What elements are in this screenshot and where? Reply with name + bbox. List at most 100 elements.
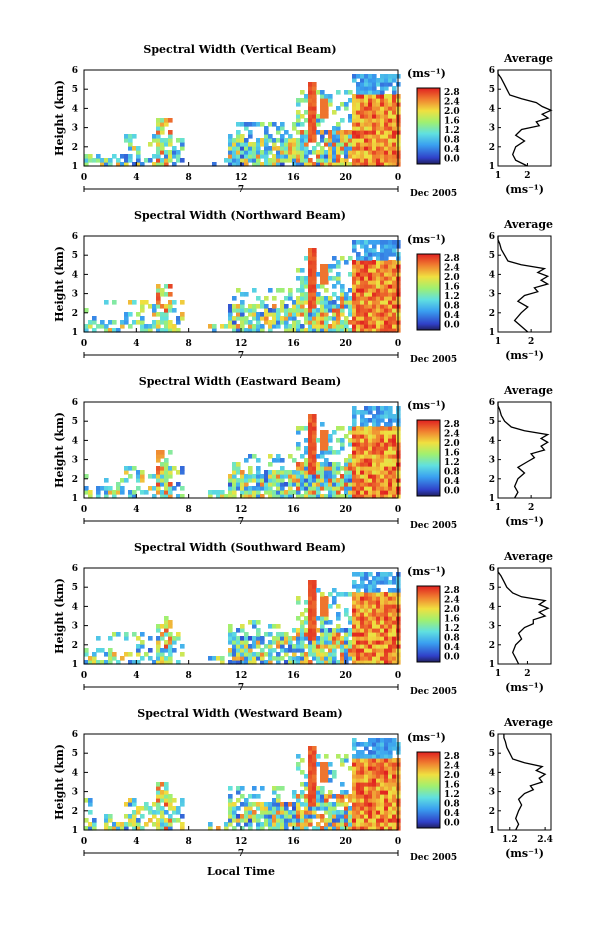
heatmap-cell (324, 628, 329, 633)
heatmap-cell (164, 458, 169, 463)
heatmap-cell (300, 138, 305, 143)
heatmap-cell (164, 150, 169, 155)
heatmap-cell (260, 636, 265, 641)
heatmap-cell (388, 758, 393, 763)
heatmap-cell (276, 826, 281, 831)
heatmap-cell (308, 478, 313, 483)
heatmap-cell (160, 648, 165, 653)
heatmap-cell (384, 798, 389, 803)
heatmap-cell (296, 142, 301, 147)
heatmap-cell (388, 134, 393, 139)
heatmap-cell (388, 158, 393, 163)
heatmap-cell (352, 798, 357, 803)
heatmap-cell (336, 494, 341, 499)
heatmap-cell (316, 806, 321, 811)
heatmap-cell (300, 462, 305, 467)
heatmap-cell (376, 260, 381, 265)
heatmap-cell (356, 604, 361, 609)
heatmap-cell (308, 312, 313, 317)
heatmap-cell (336, 304, 341, 309)
heatmap-cell (392, 300, 397, 305)
heatmap-cell (280, 458, 285, 463)
heatmap-cell (356, 572, 361, 577)
heatmap-cell (352, 754, 357, 759)
heatmap-cell (316, 652, 321, 657)
x-tick-label: 4 (133, 505, 139, 515)
heatmap-cell (140, 316, 145, 321)
heatmap-cell (156, 826, 161, 831)
heatmap-cell (352, 130, 357, 135)
heatmap-cell (256, 826, 261, 831)
heatmap-cell (296, 648, 301, 653)
heatmap-cell (320, 790, 325, 795)
heatmap-cell (344, 162, 349, 167)
panel-title: Spectral Width (Eastward Beam) (139, 375, 341, 388)
heatmap-cell (296, 640, 301, 645)
heatmap-cell (380, 316, 385, 321)
heatmap-cell (324, 608, 329, 613)
heatmap-cell (312, 806, 317, 811)
y-axis-label: Height (km) (53, 744, 66, 820)
heatmap-cell (140, 324, 145, 329)
heatmap-cell (344, 470, 349, 475)
heatmap-cell (280, 810, 285, 815)
heatmap-cell (336, 426, 341, 431)
heatmap-cell (228, 308, 233, 313)
heatmap-cell (364, 288, 369, 293)
heatmap-cell (368, 632, 373, 637)
heatmap-cell (376, 122, 381, 127)
heatmap-cell (296, 288, 301, 293)
heatmap-cell (308, 770, 313, 775)
heatmap-cell (144, 328, 149, 333)
heatmap-cell (304, 320, 309, 325)
heatmap-cell (380, 328, 385, 333)
heatmap-cell (256, 138, 261, 143)
heatmap-cell (84, 486, 89, 491)
heatmap-cell (300, 758, 305, 763)
heatmap-cell (320, 486, 325, 491)
heatmap-cell (356, 410, 361, 415)
heatmap-cell (136, 146, 141, 151)
heatmap-cell (104, 490, 109, 495)
heatmap (84, 572, 401, 665)
heatmap-cell (124, 802, 129, 807)
y-tick-label: 6 (72, 66, 78, 76)
heatmap-cell (264, 134, 269, 139)
heatmap-cell (300, 162, 305, 167)
heatmap-cell (376, 616, 381, 621)
average-title: Average (503, 550, 553, 563)
heatmap-cell (256, 304, 261, 309)
heatmap-cell (304, 810, 309, 815)
heatmap-cell (380, 790, 385, 795)
x-tick-label: 16 (287, 505, 300, 515)
heatmap-cell (312, 134, 317, 139)
heatmap-cell (236, 312, 241, 317)
heatmap-cell (364, 600, 369, 605)
heatmap-cell (364, 818, 369, 823)
average-y-tick-label: 2 (489, 807, 495, 817)
heatmap-cell (392, 90, 397, 95)
heatmap-cell (368, 434, 373, 439)
heatmap-cell (360, 818, 365, 823)
heatmap-cell (336, 146, 341, 151)
heatmap-cell (276, 288, 281, 293)
heatmap-cell (364, 324, 369, 329)
heatmap-cell (372, 434, 377, 439)
heatmap-cell (312, 288, 317, 293)
heatmap-cell (132, 134, 137, 139)
heatmap-cell (352, 134, 357, 139)
heatmap-cell (308, 758, 313, 763)
heatmap-cell (372, 758, 377, 763)
heatmap-cell (172, 798, 177, 803)
heatmap-cell (368, 486, 373, 491)
heatmap-cell (376, 782, 381, 787)
heatmap-cell (368, 620, 373, 625)
heatmap-cell (392, 142, 397, 147)
heatmap-cell (164, 494, 169, 499)
heatmap-cell (340, 818, 345, 823)
heatmap-cell (168, 652, 173, 657)
heatmap-cell (248, 328, 253, 333)
heatmap-cell (296, 276, 301, 281)
heatmap-cell (352, 110, 357, 115)
heatmap-cell (384, 126, 389, 131)
